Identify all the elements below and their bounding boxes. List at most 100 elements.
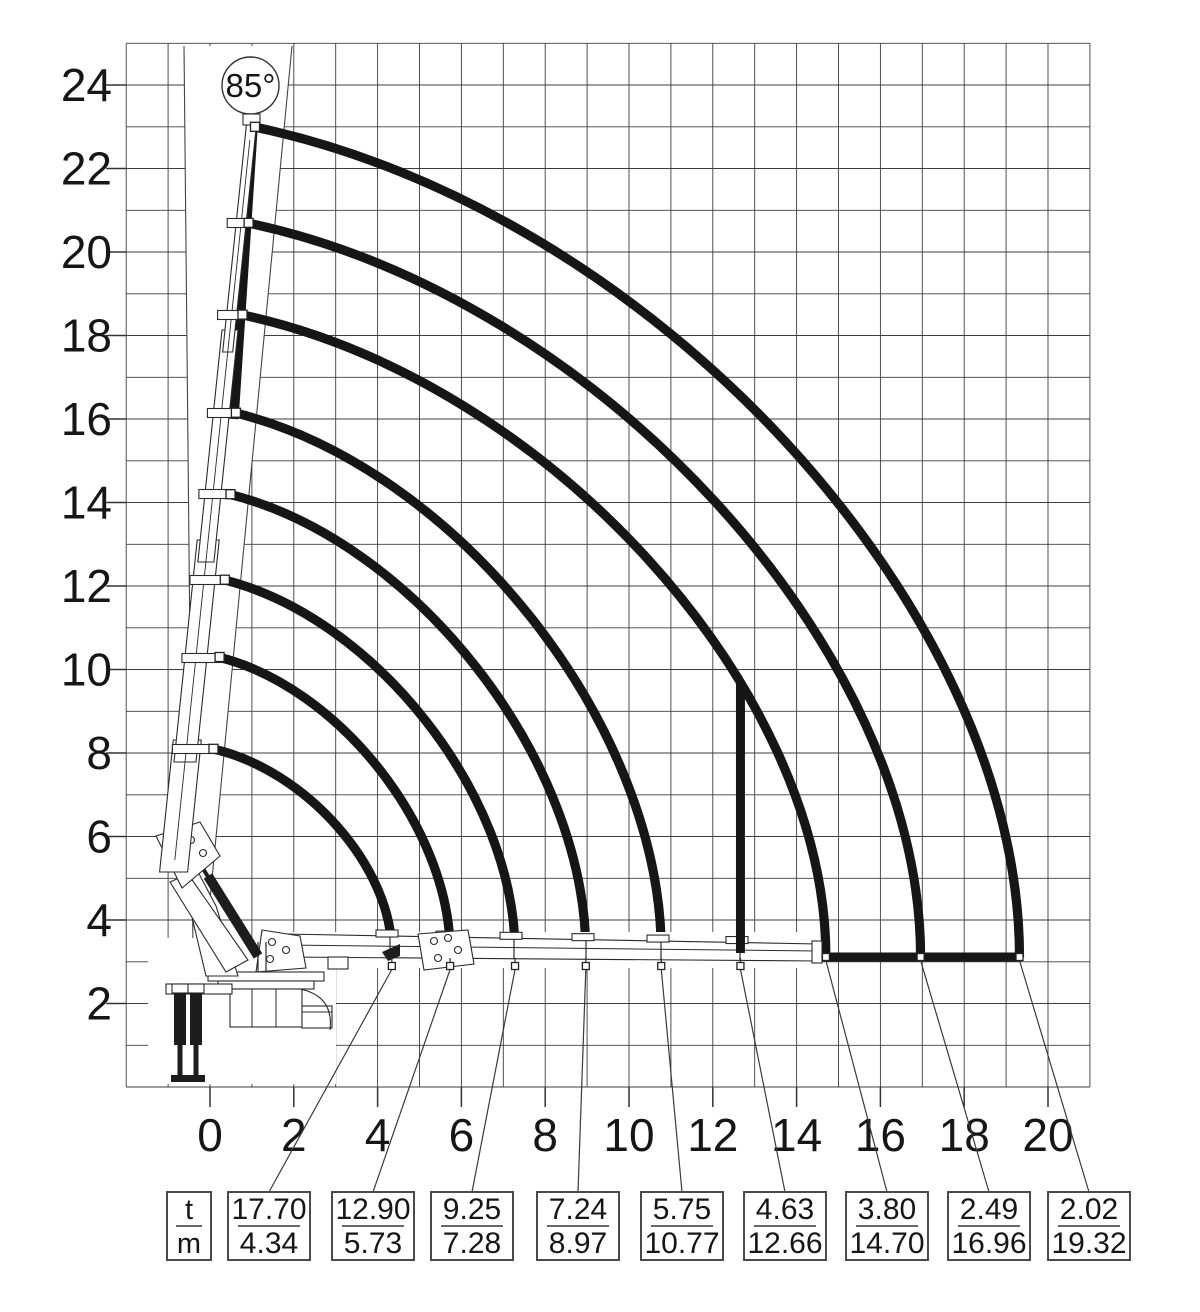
- x-tick-label: 8: [532, 1109, 558, 1161]
- envelope-arc: [252, 122, 1025, 958]
- x-tick-label: 16: [855, 1109, 906, 1161]
- bolt-hole: [198, 848, 208, 858]
- boom-section-collar: [499, 931, 523, 940]
- knuckle-accent: [382, 944, 400, 961]
- envelope-arc: [211, 744, 397, 953]
- y-tick-label: 16: [61, 393, 112, 445]
- leader-line: [920, 960, 990, 1193]
- x-tick-label: 0: [197, 1109, 223, 1161]
- pedestal: [229, 988, 303, 1028]
- envelope-arc: [246, 218, 926, 958]
- arc-end-marker: [445, 961, 455, 971]
- boom-section-collar: [646, 934, 670, 943]
- bolt-hole: [281, 945, 291, 955]
- y-tick-label: 14: [61, 477, 112, 529]
- bolt-hole: [429, 936, 439, 946]
- main-boom-seam: [174, 139, 251, 861]
- arc-start-marker: [230, 407, 242, 418]
- bolt-hole: [453, 945, 463, 955]
- arc-end-marker: [387, 961, 396, 971]
- y-tick-label: 22: [61, 143, 112, 195]
- x-tick-label: 12: [687, 1109, 738, 1161]
- stabilizer-jack-cylinder: [174, 993, 186, 1045]
- arc-end-marker: [581, 961, 590, 971]
- extension-boom-endcap: [811, 940, 823, 964]
- arc-start-marker: [249, 121, 261, 132]
- load-value: 5.75: [653, 1193, 711, 1226]
- load-value: 9.25: [443, 1193, 501, 1226]
- boom-section-collar: [571, 933, 595, 942]
- leader-line: [372, 969, 451, 1193]
- outreach-value: 5.73: [344, 1227, 402, 1260]
- envelope-arc: [233, 408, 666, 953]
- envelope-arc: [240, 310, 831, 958]
- x-tick-label: 14: [771, 1109, 822, 1161]
- leader-line: [471, 969, 516, 1193]
- envelope-arc: [222, 575, 520, 953]
- arc-start-marker: [243, 217, 254, 228]
- ratio-legend: t m: [166, 1191, 212, 1261]
- x-tick-label: 18: [939, 1109, 990, 1161]
- stabilizer-jack-rod: [177, 1045, 183, 1077]
- bolt-hole: [265, 954, 275, 964]
- arc-end-marker: [1015, 952, 1024, 962]
- load-value: 17.70: [231, 1193, 306, 1226]
- bolt-hole: [433, 953, 443, 963]
- load-value: 12.90: [335, 1193, 410, 1226]
- stabilizer-jack-foot: [171, 1075, 189, 1082]
- y-tick-label: 24: [61, 59, 112, 111]
- load-value: 7.24: [549, 1193, 607, 1226]
- limit-lines-layer: [735, 684, 1022, 962]
- arc-start-marker: [214, 651, 225, 663]
- crane-drawing-layer: [148, 113, 823, 1084]
- boom-underslung-bracket: [327, 956, 349, 970]
- load-value: 4.63: [756, 1193, 814, 1226]
- x-tick-label: 20: [1022, 1109, 1073, 1161]
- boom-angle-badge: 85°: [221, 56, 280, 115]
- leader-line: [268, 969, 393, 1193]
- arc-end-marker: [821, 952, 831, 962]
- load-value: 2.02: [1060, 1193, 1118, 1226]
- arc-end-marker: [510, 961, 520, 971]
- outreach-value: 19.32: [1051, 1227, 1126, 1260]
- bolt-hole: [443, 933, 453, 943]
- leader-line: [739, 969, 786, 1193]
- bolt-hole: [267, 937, 277, 947]
- load-value: 2.49: [960, 1193, 1018, 1226]
- y-tick-label: 12: [61, 560, 112, 612]
- x-tick-label: 2: [281, 1109, 307, 1161]
- outreach-value: 10.77: [644, 1227, 719, 1260]
- knuckle-plate-inner: [255, 929, 307, 973]
- angle-badge-label: 85°: [226, 67, 276, 104]
- stabilizer-jack-foot: [187, 1075, 205, 1082]
- outreach-value: 4.34: [240, 1227, 298, 1260]
- y-tick-label: 10: [61, 644, 112, 696]
- ratio-legend-denominator: m: [177, 1228, 201, 1260]
- leader-line: [660, 969, 683, 1193]
- y-tick-label: 4: [86, 894, 112, 946]
- arc-end-marker: [657, 961, 666, 971]
- load-value: 3.80: [858, 1193, 916, 1226]
- x-tick-label: 6: [449, 1109, 475, 1161]
- arc-start-marker: [208, 743, 219, 754]
- boom-section-collar: [375, 929, 399, 938]
- outreach-value: 8.97: [549, 1227, 607, 1260]
- leader-lines-layer: [268, 960, 1090, 1193]
- envelope-arcs-layer: [211, 121, 1025, 958]
- leader-line: [825, 960, 888, 1193]
- stabilizer-jack-rod: [193, 1045, 199, 1077]
- envelope-arc: [217, 652, 455, 953]
- arc-start-marker: [225, 489, 236, 500]
- stabilizer-jack-cap: [171, 983, 189, 994]
- y-tick-label: 20: [61, 226, 112, 278]
- ratio-legend-numerator: t: [185, 1194, 193, 1226]
- envelope-arc: [227, 489, 591, 953]
- lift-cylinder: [203, 873, 263, 959]
- outreach-value: 7.28: [443, 1227, 501, 1260]
- y-tick-label: 2: [86, 978, 112, 1030]
- extension-boom-seam: [282, 944, 819, 952]
- arc-start-marker: [237, 309, 248, 320]
- arc-start-marker: [219, 574, 230, 585]
